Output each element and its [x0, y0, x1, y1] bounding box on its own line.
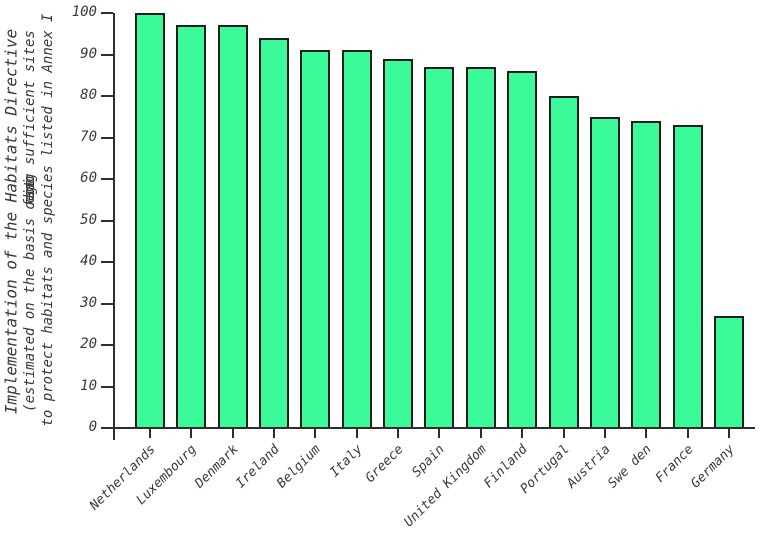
y-tick-90 [101, 53, 113, 56]
bar-denmark [217, 25, 248, 428]
y-tick-50 [101, 219, 113, 222]
y-tick-40 [101, 261, 113, 263]
y-tick-label-30: 30 [80, 294, 97, 311]
bar-italy [341, 50, 372, 428]
bar-ireland [259, 37, 290, 428]
y-axis-label-line-2: (estimated on the basis of designating s… [22, 0, 38, 481]
y-tick-0 [101, 427, 113, 429]
x-tick-3 [231, 428, 234, 438]
x-tick-1 [149, 428, 151, 438]
x-tick-12 [603, 428, 606, 438]
x-tick-11 [562, 428, 565, 438]
bar-germany [713, 315, 744, 428]
x-tick-5 [314, 428, 317, 438]
y-tick-label-20: 20 [80, 336, 97, 352]
y-tick-label-60: 60 [80, 170, 97, 186]
bar-united-kingdom [465, 66, 496, 428]
y-tick-label-90: 90 [80, 45, 97, 62]
y-tick-60 [101, 178, 113, 180]
x-tick-9 [479, 428, 482, 438]
bar-swe-den [631, 120, 662, 428]
bar-portugal [548, 96, 579, 428]
y-axis-label-line-1: Implementation of the Habitats Directive [1, 28, 21, 415]
y-tick-30 [101, 302, 113, 305]
x-tick-13 [645, 428, 648, 438]
y-tick-label-70: 70 [80, 128, 97, 145]
y-axis-label-line-2-suffix: sufficient sites [22, 30, 38, 174]
x-tick-15 [727, 428, 730, 438]
y-tick-label-50: 50 [80, 211, 97, 228]
x-tick-7 [397, 428, 400, 438]
bar-austria [589, 116, 620, 428]
bar-luxembourg [176, 25, 207, 428]
bar-netherlands [135, 13, 165, 428]
bar-spain [424, 66, 455, 428]
x-tick-10 [521, 428, 524, 438]
y-axis-label-line-3: to protect habitats and species listed i… [40, 13, 56, 427]
y-tick-100 [101, 12, 113, 14]
x-tick-8 [438, 428, 441, 438]
x-tick-14 [686, 428, 689, 438]
y-tick-80 [101, 95, 113, 97]
y-tick-label-0: 0 [88, 419, 97, 435]
y-axis-label-line-2-prefix: (estimated on the basis [22, 209, 38, 412]
bar-greece [383, 58, 414, 428]
x-tick-6 [355, 428, 358, 438]
x-tick-2 [190, 428, 193, 438]
y-axis-line [113, 13, 115, 440]
y-tick-label-100: 100 [71, 4, 97, 20]
x-axis-line [101, 427, 755, 429]
y-tick-20 [101, 344, 113, 346]
y-tick-10 [101, 385, 113, 388]
y-axis-label-line-2-overlapped-text: of designating [22, 179, 38, 210]
bar-finland [507, 71, 538, 428]
bar-belgium [300, 50, 331, 428]
y-tick-label-10: 10 [80, 377, 97, 394]
y-tick-70 [101, 136, 113, 139]
bar-france [672, 125, 703, 428]
y-tick-label-80: 80 [80, 87, 97, 103]
x-tick-4 [273, 428, 276, 438]
y-tick-label-40: 40 [80, 253, 97, 269]
